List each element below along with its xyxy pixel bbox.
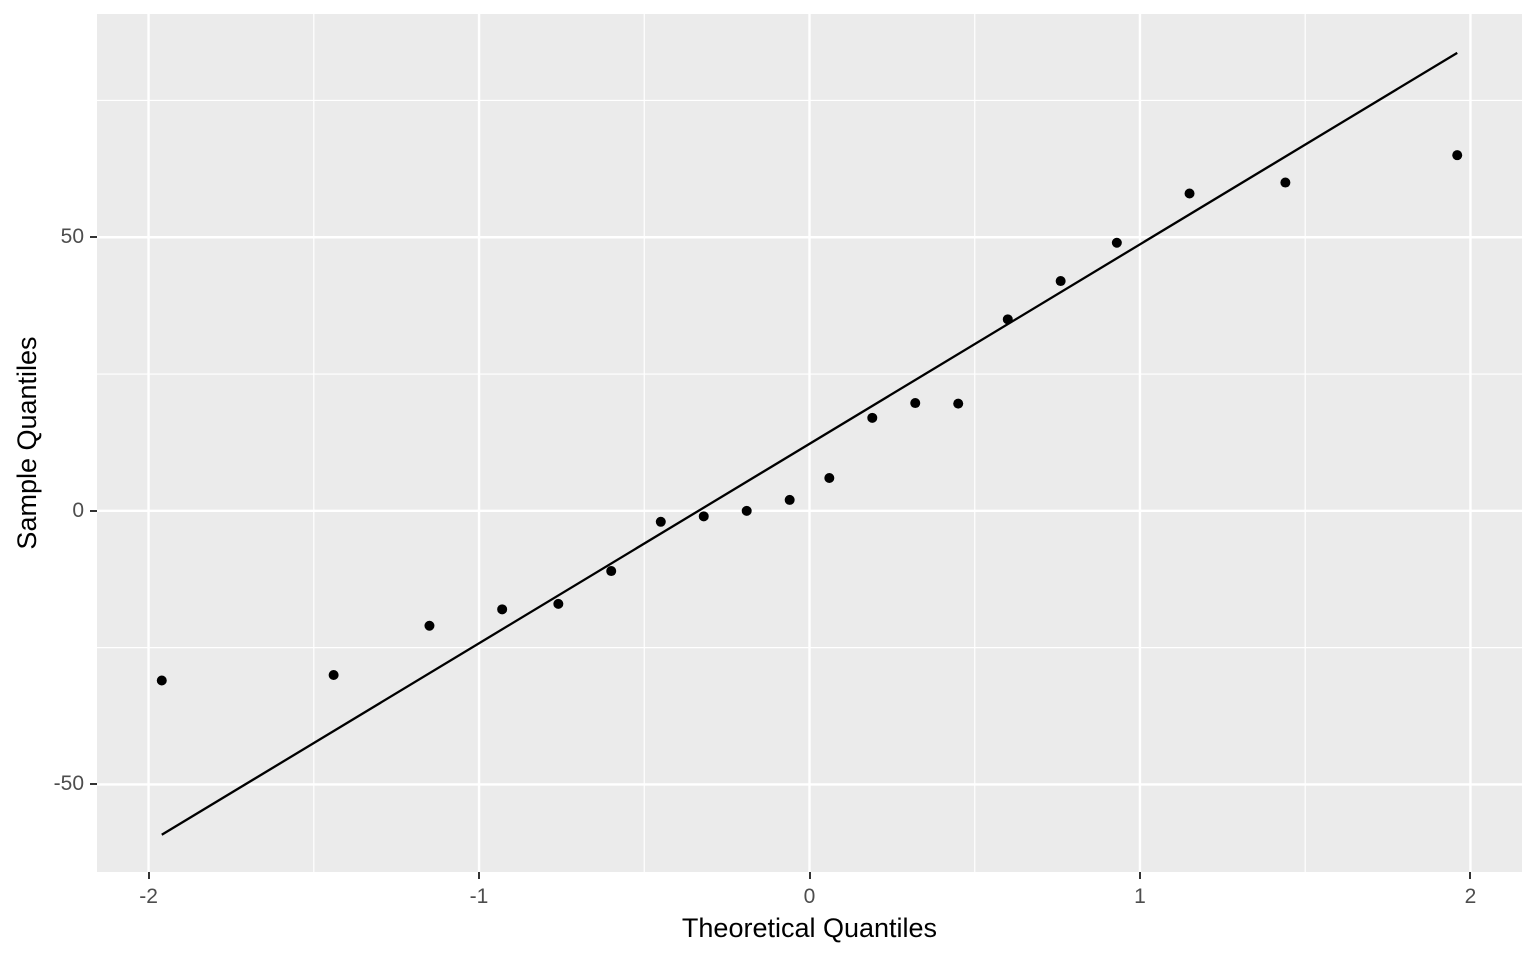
y-axis-tick-mark <box>90 509 97 512</box>
x-axis-title: Theoretical Quantiles <box>681 913 938 943</box>
data-point <box>497 604 508 615</box>
data-point <box>655 516 666 527</box>
data-point <box>1111 237 1122 248</box>
x-axis-tick-mark <box>478 872 481 879</box>
data-point <box>741 505 752 516</box>
x-tick-label: 0 <box>803 885 816 908</box>
x-tick-label: -1 <box>469 885 489 908</box>
data-point <box>910 398 921 409</box>
data-point <box>698 511 709 522</box>
x-axis-tick-mark <box>147 872 150 879</box>
qq-reference-line <box>161 51 1458 836</box>
data-point <box>824 473 835 484</box>
x-axis-tick-mark <box>1138 872 1141 879</box>
x-tick-label: 2 <box>1464 885 1477 908</box>
y-tick-label: -50 <box>53 772 84 796</box>
data-point <box>1280 177 1291 188</box>
y-axis-title: Sample Quantiles <box>12 336 42 550</box>
data-point <box>553 598 564 609</box>
x-axis-tick-mark <box>808 872 811 879</box>
data-point <box>784 494 795 505</box>
y-axis-tick-mark <box>90 236 97 239</box>
data-point <box>328 670 339 681</box>
data-point <box>1184 188 1195 199</box>
data-point <box>1055 276 1066 287</box>
x-axis-tick-mark <box>1469 872 1472 879</box>
data-point <box>867 412 878 423</box>
x-tick-label: -2 <box>139 885 158 908</box>
data-point <box>1452 150 1463 161</box>
data-point <box>1002 314 1013 325</box>
y-tick-label: 50 <box>60 225 84 249</box>
x-tick-label: 1 <box>1134 885 1146 908</box>
y-tick-label: 0 <box>72 498 84 522</box>
plot-panel <box>97 14 1522 872</box>
y-axis-tick-mark <box>90 783 97 786</box>
plot-canvas <box>97 14 1522 872</box>
data-point <box>606 566 617 577</box>
data-point <box>953 398 964 409</box>
data-point <box>424 620 435 631</box>
data-point <box>156 675 167 686</box>
